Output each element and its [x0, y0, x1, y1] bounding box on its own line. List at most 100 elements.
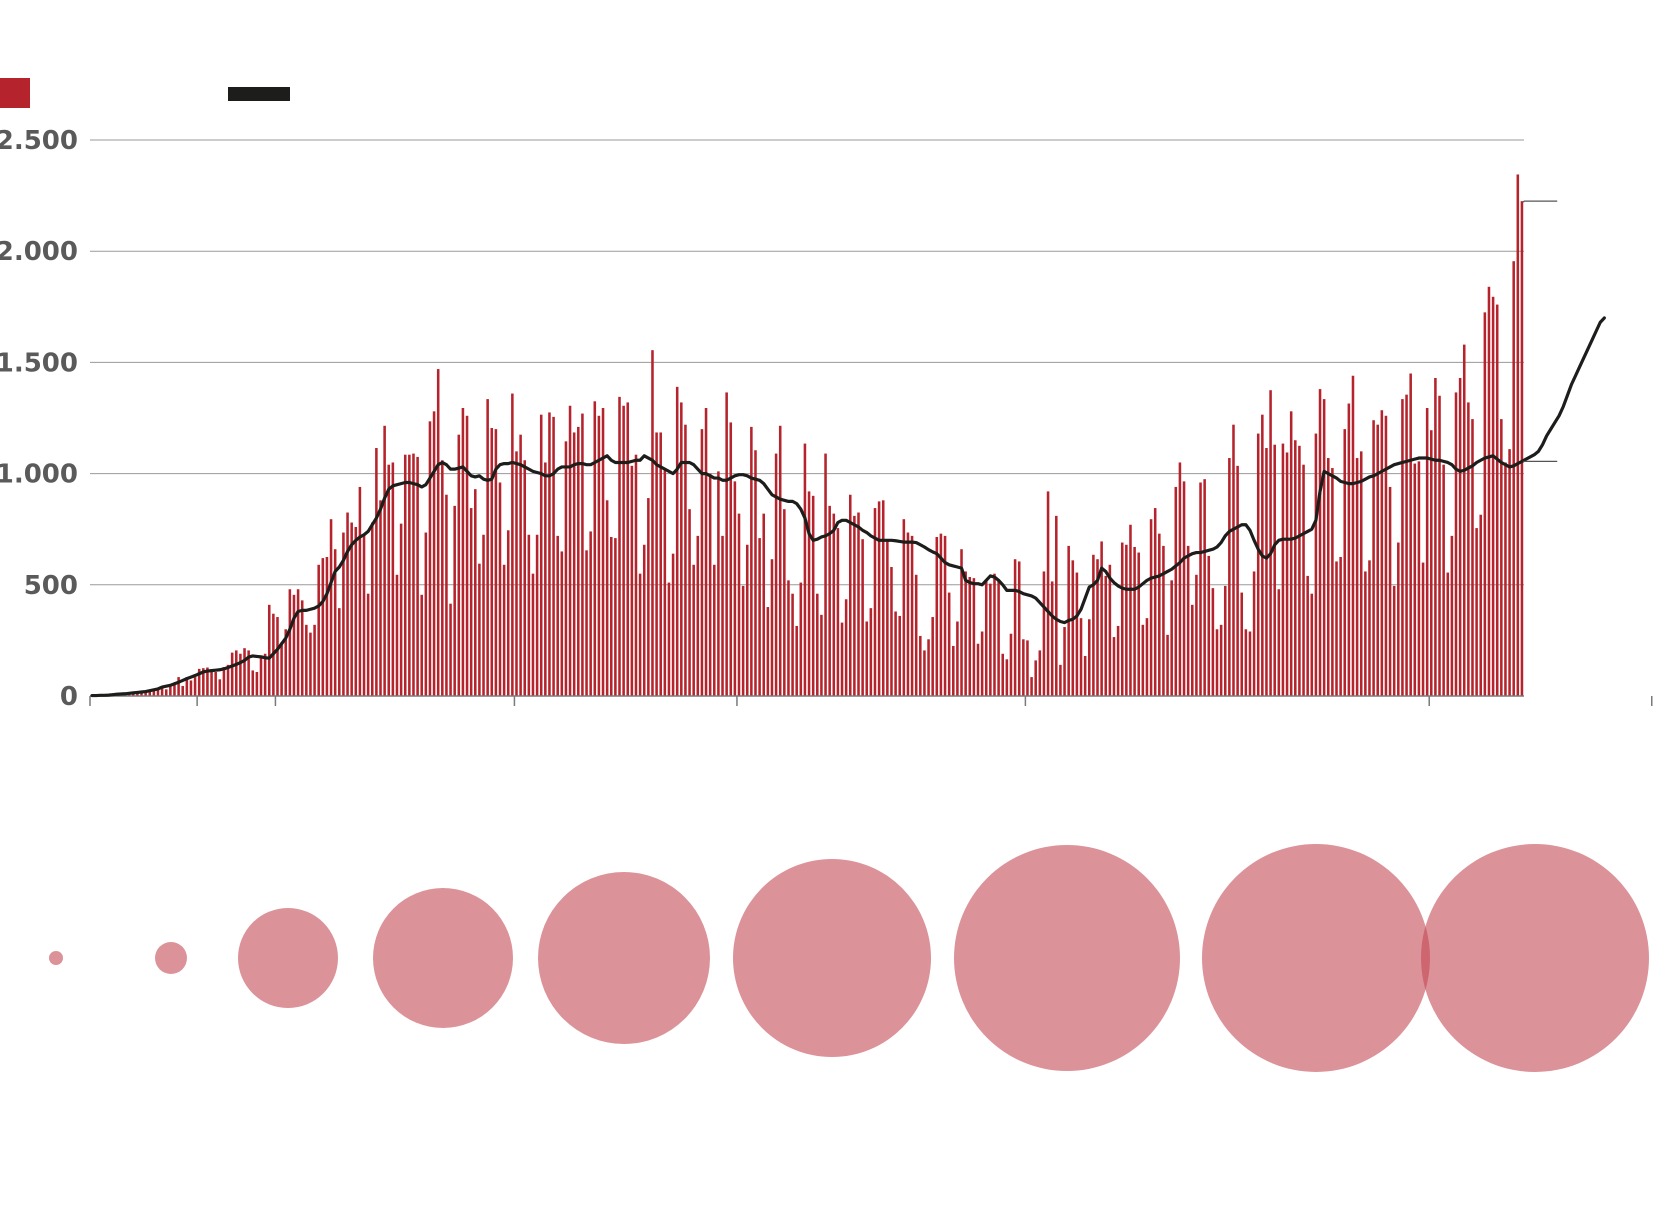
bar	[807, 491, 811, 696]
bar	[1071, 560, 1075, 696]
bar	[1347, 403, 1351, 696]
bubble	[155, 942, 187, 974]
bar	[338, 608, 341, 696]
bar	[894, 611, 897, 696]
bar	[890, 567, 893, 696]
bar	[857, 512, 860, 696]
bar	[684, 424, 687, 696]
average-line	[90, 316, 1606, 698]
bar	[952, 645, 955, 696]
bar	[1232, 424, 1235, 696]
bar	[1100, 541, 1103, 696]
bar	[713, 564, 716, 696]
bar	[1413, 463, 1417, 696]
bar	[478, 563, 481, 696]
bar	[313, 624, 316, 696]
bar	[1487, 286, 1491, 696]
bar	[836, 528, 840, 696]
bar	[886, 541, 889, 696]
bar	[737, 513, 741, 696]
bar	[828, 505, 831, 696]
bar	[692, 564, 695, 696]
bar	[539, 414, 543, 696]
bar	[222, 667, 226, 696]
bar	[989, 583, 992, 696]
bar	[482, 534, 485, 696]
bar	[523, 460, 527, 696]
bar	[675, 386, 679, 696]
bar	[1092, 554, 1095, 696]
bar	[589, 531, 592, 696]
bar	[1471, 419, 1474, 696]
bar	[1405, 394, 1408, 696]
bar	[1207, 555, 1211, 696]
bar	[1199, 482, 1202, 696]
bar	[1001, 653, 1005, 696]
bar	[408, 454, 411, 696]
bar	[791, 593, 794, 696]
bar	[745, 544, 749, 696]
bar	[1252, 571, 1256, 696]
y-tick-label-1000: 1.000	[0, 460, 78, 490]
bar	[259, 655, 263, 696]
bar	[391, 462, 395, 696]
bar	[1368, 560, 1371, 696]
bar	[210, 671, 213, 696]
bar	[816, 593, 819, 696]
bar	[754, 450, 757, 696]
bar	[993, 573, 996, 696]
bubble	[1421, 844, 1649, 1072]
bar	[362, 533, 366, 696]
bar	[1244, 629, 1248, 696]
bar	[515, 451, 518, 696]
bar	[1504, 462, 1507, 696]
y-tick-label-2000: 2.000	[0, 237, 78, 267]
bar	[445, 494, 448, 696]
bar	[898, 615, 901, 696]
bar	[193, 677, 197, 696]
bar	[1112, 637, 1116, 696]
bar	[1314, 433, 1318, 696]
callout-line	[1522, 460, 1558, 463]
bar	[1149, 519, 1153, 696]
bar	[1236, 465, 1239, 696]
bar	[1331, 468, 1334, 696]
bar	[1219, 624, 1223, 696]
bar	[214, 671, 217, 696]
bar	[601, 407, 605, 696]
bar	[865, 621, 869, 696]
bar	[655, 432, 658, 696]
bar	[1022, 639, 1025, 696]
bubble	[49, 951, 63, 965]
bar	[1059, 664, 1062, 696]
bar	[226, 664, 230, 696]
bar	[1446, 572, 1450, 696]
bar	[317, 564, 320, 696]
bar	[1388, 486, 1392, 696]
bar	[704, 407, 708, 696]
bar	[156, 689, 160, 696]
bar	[486, 399, 489, 696]
bar	[375, 448, 378, 696]
bar	[202, 668, 205, 696]
bar	[577, 426, 580, 696]
bar	[840, 622, 844, 696]
bar	[1162, 545, 1165, 696]
bar	[412, 453, 415, 696]
bar	[1285, 452, 1289, 696]
bar	[502, 564, 506, 696]
bar	[923, 650, 926, 696]
bar	[914, 574, 918, 696]
bar	[972, 578, 976, 696]
bar	[1038, 650, 1042, 696]
bar	[758, 538, 761, 696]
x-axis	[89, 695, 1653, 706]
bar	[1495, 304, 1499, 696]
bar	[960, 549, 963, 696]
bar	[1265, 448, 1268, 696]
bar	[263, 653, 267, 696]
bar	[1273, 444, 1276, 696]
bar	[820, 614, 823, 696]
bar	[395, 574, 399, 696]
